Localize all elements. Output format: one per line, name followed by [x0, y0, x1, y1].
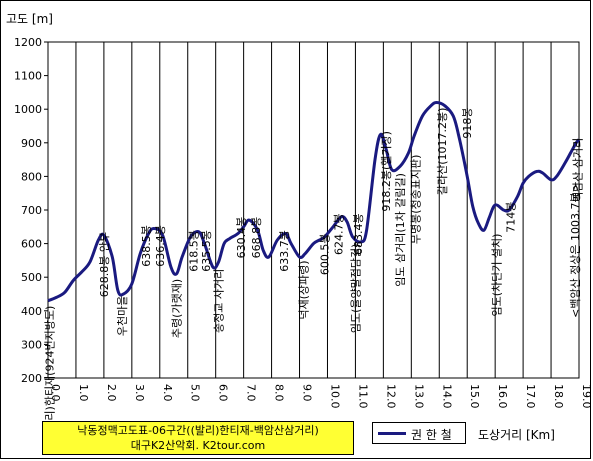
x-tick-label: 7.0	[245, 384, 258, 402]
y-tick-label: 1100	[14, 70, 42, 83]
annotation-label: 668.8봉	[250, 217, 263, 259]
annotation-label: 635.5봉	[200, 230, 213, 272]
x-tick-label: 8.0	[273, 384, 286, 402]
annotation-label: 무명봉(청송표지판)	[410, 155, 423, 245]
x-tick-label: 6.0	[217, 384, 230, 402]
annotation-label: 임도(율양말점담길)	[349, 244, 362, 334]
series-line-elevation	[47, 101, 581, 303]
x-tick-label: 19.0	[580, 384, 593, 409]
chart-title: 낙동정맥고도표-06구간((발리)한티재-백암산삼거리)	[77, 424, 319, 437]
y-tick-label: 1200	[14, 36, 42, 49]
y-tick-label: 300	[21, 338, 42, 351]
legend-swatch	[378, 432, 406, 435]
grid-lines	[47, 42, 580, 378]
annotation-label: 918봉	[461, 108, 474, 139]
annotation-label: 임도(차단기 설치)	[491, 234, 504, 317]
x-tick-label: 4.0	[161, 384, 174, 402]
x-tick-label: 5.0	[189, 384, 202, 402]
x-tick-label: 13.0	[412, 384, 425, 409]
y-tick-label: 400	[21, 305, 42, 318]
y-tick-label: 1000	[14, 103, 42, 116]
x-tick-label: 10.0	[328, 384, 341, 409]
x-tick-label: 18.0	[552, 384, 565, 409]
annotation-label: 628.8봉 안부	[98, 232, 111, 297]
annotation-label: 683.4봉	[352, 213, 365, 255]
x-tick-label: 0.0	[49, 384, 62, 402]
x-tick-label: 11.0	[356, 384, 369, 409]
x-tick-label: 14.0	[440, 384, 453, 409]
annotation-label: 618.5봉	[187, 230, 200, 272]
y-tick-label: 800	[21, 170, 42, 183]
y-axis-label: 고도 [m]	[6, 12, 53, 26]
y-tick-label: 900	[21, 137, 42, 150]
y-tick-label: 500	[21, 271, 42, 284]
annotation-label: 우천마을	[115, 296, 129, 336]
annotation-label: 백암산 삼거리	[572, 138, 585, 202]
annotation-label: 덕재(장파령)	[298, 260, 311, 319]
legend-label: 권 한 철	[411, 428, 452, 442]
y-tick-label: 700	[21, 204, 42, 217]
axes	[44, 41, 580, 379]
legend: 권 한 철	[372, 422, 466, 444]
chart-title-box: 낙동정맥고도표-06구간((발리)한티재-백암산삼거리) 대구K2산악회. K2…	[42, 421, 354, 455]
annotation-label: 송정교 사거리	[212, 269, 225, 333]
annotation-label: 600.5봉	[319, 234, 332, 276]
annotation-label: 추령(가랫재)	[171, 279, 184, 338]
x-tick-label: 17.0	[524, 384, 537, 409]
annotation-label: 638.5봉	[140, 225, 153, 267]
series-group	[47, 101, 581, 303]
annotation-label: 630.4봉	[235, 217, 248, 259]
x-tick-label: 16.0	[496, 384, 509, 409]
x-tick-label: 15.0	[468, 384, 481, 409]
annotation-label: (발리)한티재(924번지방도)	[43, 306, 56, 435]
annotation-label: 714봉	[505, 202, 518, 233]
y-tick-labels: 200 300 400 500 600 700 800 900 1000 1100 1200	[14, 36, 42, 385]
y-tick-label: 200	[21, 372, 42, 385]
annotation-label: 918.2봉(헬기장)	[380, 131, 393, 212]
x-tick-label: 3.0	[133, 384, 146, 402]
x-tick-label: 12.0	[384, 384, 397, 409]
x-tick-labels: 0.0 1.0 2.0 3.0 4.0 5.0 6.0 7.0 8.0 9.0 10.0 11.0 12…	[49, 384, 593, 409]
x-tick-label: 1.0	[77, 384, 90, 402]
x-tick-label: 9.0	[301, 384, 314, 402]
y-tick-label: 600	[21, 238, 42, 251]
x-tick-label: 2.0	[105, 384, 118, 402]
annotation-label: 임도 삼거리(1차 갈림길)	[393, 173, 407, 287]
annotation-label: 624.7봉	[333, 213, 346, 255]
annotation-label: 갈라산(1017.2봉)	[435, 108, 449, 196]
annotation-label: 636.4봉	[154, 225, 167, 267]
chart-subtitle: 대구K2산악회. K2tour.com	[130, 439, 266, 452]
annotation-label: <백암산 정상은 1003.7봉>	[569, 183, 582, 318]
x-axis-label: 도상거리 [Km]	[478, 428, 555, 442]
annotation-label: 633.7봉	[278, 230, 291, 272]
